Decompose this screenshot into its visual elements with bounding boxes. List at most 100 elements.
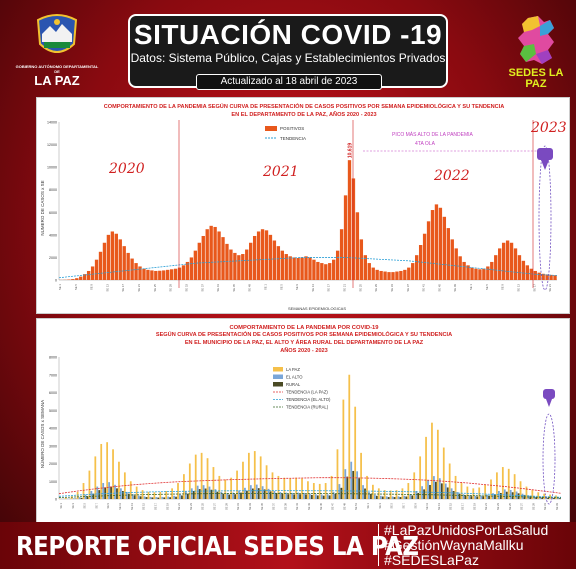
bar	[498, 248, 502, 280]
bar-el-alto	[78, 497, 81, 499]
x-tick-label: SE 1	[59, 502, 63, 508]
bar-el-alto	[492, 493, 494, 499]
bar-la-paz	[490, 479, 492, 499]
bar-el-alto	[385, 496, 388, 499]
bar-rural	[423, 489, 425, 499]
bar-rural	[133, 495, 136, 499]
bar	[110, 231, 115, 280]
bar-el-alto	[202, 485, 205, 499]
bar	[300, 257, 304, 280]
y-tick-label: 4000	[49, 233, 57, 237]
bar-el-alto	[332, 492, 335, 499]
bar-el-alto	[539, 496, 542, 499]
bar-rural	[405, 496, 408, 499]
bar-el-alto	[421, 486, 423, 499]
x-tick-label: SE 49	[248, 284, 252, 292]
x-tick-label: SE 17	[532, 284, 536, 292]
bar-el-alto	[450, 488, 453, 499]
bar-rural	[322, 495, 325, 499]
bar	[549, 274, 553, 280]
bar-la-paz	[106, 442, 109, 499]
bar-el-alto	[232, 492, 235, 499]
y-tick-label: 14000	[47, 121, 57, 125]
bar-la-paz	[94, 456, 97, 499]
bar	[537, 272, 541, 280]
bar-el-alto	[196, 485, 199, 499]
bar	[529, 268, 533, 280]
bar-el-alto	[120, 488, 122, 499]
x-tick-label: SE 31	[543, 502, 547, 510]
x-tick-label: SE 13	[105, 284, 109, 292]
bar-la-paz	[372, 484, 374, 499]
bar-el-alto	[356, 471, 359, 499]
bar	[205, 229, 209, 280]
bar-el-alto	[433, 476, 435, 499]
bar	[533, 270, 537, 280]
bar-rural	[145, 497, 148, 499]
x-tick-label: SE 25	[508, 502, 512, 510]
year-label-2023: 2023	[530, 120, 567, 136]
bar-la-paz	[100, 443, 103, 499]
bar-la-paz	[259, 456, 262, 499]
bar	[130, 258, 134, 280]
sedes-map-icon	[518, 16, 554, 64]
legend-swatch	[273, 382, 283, 387]
legend-label: TENDENCIA (EL ALTO)	[286, 397, 331, 402]
bar-rural	[470, 496, 473, 499]
bar-la-paz	[236, 470, 238, 499]
bar-rural	[328, 495, 331, 499]
legend-label: TENDENCIA (RURAL)	[286, 405, 329, 410]
logo-subtitle: GOBIERNO AUTÓNOMO DEPARTAMENTAL DE	[15, 64, 99, 74]
bar	[434, 204, 439, 280]
bar	[114, 233, 118, 280]
bar-rural	[269, 491, 272, 499]
bar	[426, 221, 431, 280]
bar	[185, 261, 190, 280]
trend-line-1	[58, 490, 562, 498]
x-tick-label: SE 9	[501, 284, 505, 291]
bar-la-paz	[354, 406, 357, 499]
y-tick-label: 6000	[49, 391, 57, 395]
bar	[189, 257, 194, 280]
bar	[249, 242, 253, 280]
y-axis-label: NUMERO DE CASOS x SE	[40, 180, 45, 235]
bar-la-paz	[165, 491, 168, 499]
bar-rural	[175, 496, 177, 499]
legend-swatch	[273, 374, 283, 379]
bar-el-alto	[267, 488, 270, 499]
bar	[505, 240, 510, 280]
x-tick-label: SE 29	[224, 502, 228, 510]
bar	[316, 261, 320, 280]
bar-la-paz	[454, 475, 457, 499]
x-tick-label: SE 21	[177, 502, 181, 510]
bar	[411, 263, 415, 280]
bar	[213, 226, 217, 280]
bar	[197, 242, 201, 280]
x-tick-label: SE 45	[319, 502, 323, 510]
bar-la-paz	[436, 429, 439, 499]
bar	[545, 274, 549, 280]
x-tick-label: SE 21	[484, 502, 488, 510]
bar	[138, 266, 142, 280]
chart-title: COMPORTAMIENTO DE LA PANDEMIA POR COVID-…	[229, 325, 379, 331]
bar-rural	[346, 476, 349, 499]
bar-el-alto	[456, 492, 459, 499]
legend-swatch-positivos	[265, 126, 277, 131]
hashtag-item: #LaPazUnidosPorLaSalud	[384, 522, 549, 538]
x-tick-label: SE 25	[358, 284, 362, 292]
bar-la-paz	[466, 486, 469, 499]
x-tick-label: SE 13	[311, 284, 315, 292]
bar	[288, 256, 292, 280]
bar-el-alto	[362, 485, 364, 499]
bar-el-alto	[503, 489, 506, 499]
bar	[193, 250, 198, 280]
x-tick-label: SE 17	[327, 284, 331, 292]
bar-la-paz	[366, 475, 368, 499]
bar-el-alto	[468, 495, 471, 499]
x-tick-label: SE 33	[184, 284, 188, 292]
pointing-hand-icon	[537, 148, 553, 170]
trend-line-2	[58, 493, 562, 499]
bar-rural	[458, 493, 461, 499]
bar	[541, 273, 545, 280]
x-tick-label: SE 23	[496, 502, 500, 510]
